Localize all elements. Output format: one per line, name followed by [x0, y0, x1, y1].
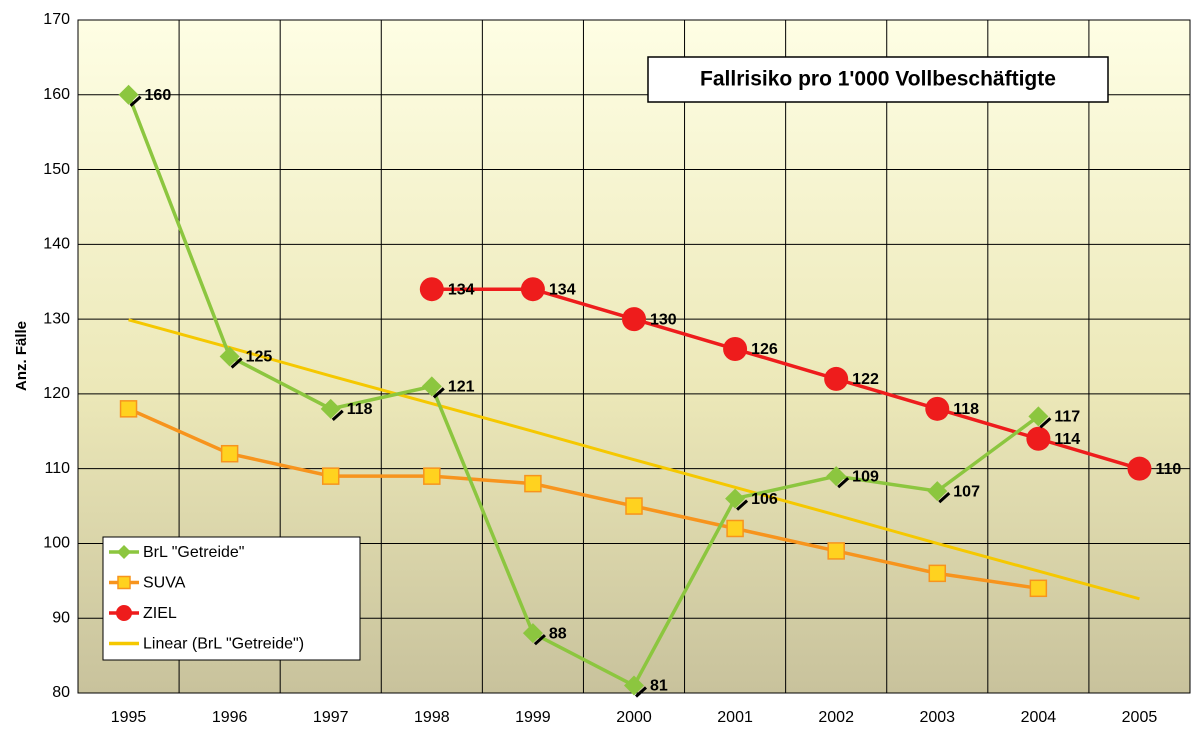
marker	[118, 84, 139, 105]
legend-marker	[116, 605, 132, 621]
series-line	[127, 407, 1039, 591]
label-tick	[533, 634, 546, 646]
marker	[220, 444, 239, 463]
x-tick-label: 1996	[212, 709, 248, 726]
marker	[726, 519, 744, 538]
y-tick-label: 110	[44, 460, 70, 477]
data-label: 126	[751, 341, 778, 358]
y-tick-label: 130	[43, 310, 70, 327]
marker	[219, 346, 240, 367]
marker	[1029, 579, 1048, 598]
label-tick	[837, 477, 850, 489]
marker	[725, 488, 746, 509]
data-label: 122	[852, 371, 879, 388]
legend-box	[102, 536, 361, 661]
marker	[1026, 426, 1051, 451]
data-label: 121	[448, 379, 475, 396]
marker	[723, 337, 748, 362]
y-axis-label: Anz. Fälle	[13, 321, 30, 391]
marker	[824, 366, 849, 391]
data-label: 118	[953, 401, 979, 418]
marker	[520, 277, 545, 302]
legend-label: ZIEL	[143, 605, 177, 622]
series-line	[128, 318, 1140, 601]
marker	[1028, 406, 1049, 427]
x-tick-label: 2000	[616, 709, 652, 726]
data-label: 106	[751, 491, 778, 508]
marker	[423, 467, 441, 485]
legend-marker	[117, 575, 131, 590]
data-label: 130	[650, 311, 677, 328]
data-label: 125	[246, 349, 273, 366]
y-tick-label: 80	[52, 684, 70, 701]
chart-title: Fallrisiko pro 1'000 Vollbeschäftigte	[700, 68, 1056, 91]
marker	[624, 675, 644, 696]
legend-label: SUVA	[143, 575, 186, 592]
marker	[522, 623, 543, 644]
y-tick-label: 140	[43, 236, 70, 253]
marker	[927, 481, 948, 502]
y-tick-label: 90	[52, 609, 70, 626]
data-label: 110	[1155, 461, 1181, 478]
marker	[119, 400, 138, 418]
series-line	[126, 94, 1040, 688]
marker	[419, 277, 444, 302]
data-label: 114	[1054, 431, 1080, 448]
label-tick	[432, 387, 445, 399]
series-line	[431, 287, 1140, 471]
label-tick	[1039, 417, 1052, 429]
x-tick-label: 2001	[717, 709, 753, 726]
title-box	[647, 56, 1109, 103]
legend-label: BrL "Getreide"	[143, 544, 244, 561]
label-tick	[938, 491, 951, 504]
x-tick-label: 2005	[1122, 709, 1158, 726]
label-tick	[230, 357, 243, 369]
label-tick	[331, 409, 344, 421]
data-label: 117	[1054, 409, 1080, 426]
marker	[524, 474, 542, 493]
label-tick	[634, 686, 648, 698]
marker	[826, 466, 847, 487]
label-tick	[129, 95, 142, 107]
marker	[321, 467, 340, 485]
x-tick-label: 2003	[919, 709, 955, 726]
y-tick-label: 100	[43, 535, 70, 552]
data-label: 118	[347, 401, 373, 418]
y-tick-label: 120	[43, 385, 70, 402]
y-tick-label: 160	[43, 86, 70, 103]
marker	[320, 398, 341, 419]
marker	[421, 376, 442, 397]
x-tick-label: 1999	[515, 709, 551, 726]
data-label: 160	[145, 87, 172, 104]
legend-marker	[117, 545, 131, 559]
x-tick-label: 1998	[414, 709, 450, 726]
marker	[1127, 456, 1152, 481]
data-label: 134	[549, 281, 576, 298]
x-tick-label: 2002	[818, 709, 854, 726]
marker	[928, 564, 947, 583]
data-label: 109	[852, 468, 879, 485]
x-tick-label: 2004	[1021, 709, 1057, 726]
marker	[622, 307, 646, 332]
data-label: 81	[650, 678, 668, 695]
legend-label: Linear (BrL "Getreide")	[143, 636, 304, 653]
y-tick-label: 170	[43, 11, 70, 28]
x-tick-label: 1997	[313, 709, 349, 726]
label-tick	[736, 499, 749, 511]
marker	[925, 396, 950, 421]
x-tick-label: 1995	[111, 709, 147, 726]
data-label: 134	[448, 281, 475, 298]
marker	[827, 542, 845, 560]
y-tick-label: 150	[43, 161, 70, 178]
data-label: 88	[549, 625, 567, 642]
marker	[625, 497, 643, 515]
data-label: 107	[953, 483, 980, 500]
